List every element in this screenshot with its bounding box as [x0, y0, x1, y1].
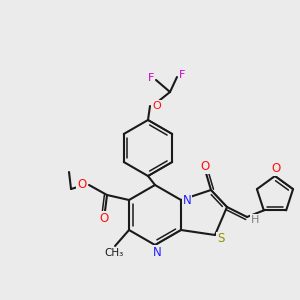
Text: O: O [200, 160, 210, 173]
Text: CH₃: CH₃ [104, 248, 124, 258]
Text: F: F [179, 70, 185, 80]
Text: S: S [217, 232, 225, 245]
Text: O: O [272, 163, 280, 176]
Text: H: H [251, 215, 259, 225]
Text: O: O [153, 101, 161, 111]
Text: N: N [183, 194, 191, 208]
Text: N: N [153, 245, 161, 259]
Text: F: F [148, 73, 154, 83]
Text: O: O [99, 212, 109, 224]
Text: O: O [77, 178, 87, 190]
